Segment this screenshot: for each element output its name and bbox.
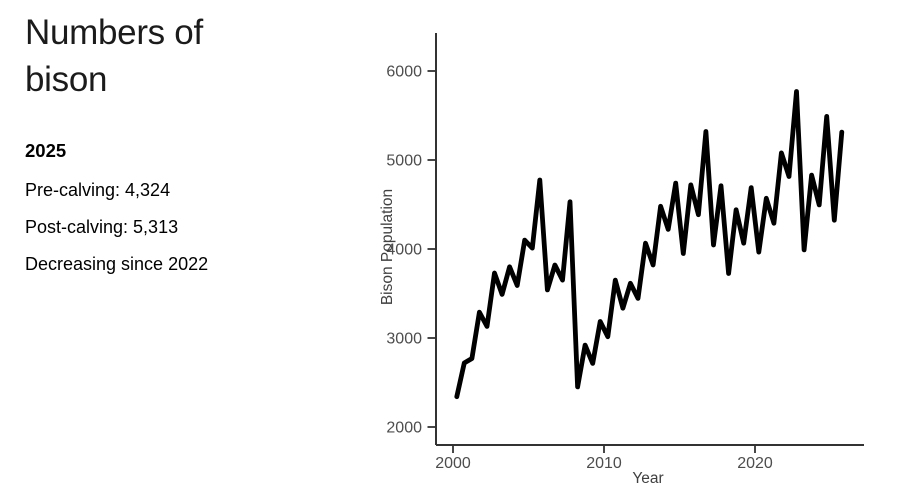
left-text-panel: Numbers of bison (25, 10, 345, 104)
trend-fact: Decreasing since 2022 (25, 253, 209, 274)
post-calving-fact: Post-calving: 5,313 (25, 216, 179, 237)
stats-block: 2025 Pre-calving: 4,324 Post-calving: 5,… (25, 140, 208, 292)
y-tick-label: 2000 (386, 420, 422, 437)
year-heading: 2025 (25, 140, 67, 161)
x-axis-title: Year (632, 470, 663, 487)
slide-title: Numbers of bison (25, 13, 203, 99)
x-tick-label: 2010 (586, 455, 622, 472)
y-tick-label: 4000 (386, 242, 422, 259)
y-tick-label: 6000 (386, 64, 422, 81)
x-axis-ticks: 2000 2010 2020 (435, 445, 773, 472)
y-axis-ticks: 2000 3000 4000 5000 6000 (386, 64, 436, 437)
y-tick-label: 3000 (386, 331, 422, 348)
y-axis-title: Bison Population (379, 189, 396, 305)
y-tick-label: 5000 (386, 153, 422, 170)
x-tick-label: 2000 (435, 455, 471, 472)
x-tick-label: 2020 (737, 455, 773, 472)
population-line-series (454, 89, 845, 400)
pre-calving-fact: Pre-calving: 4,324 (25, 180, 171, 200)
